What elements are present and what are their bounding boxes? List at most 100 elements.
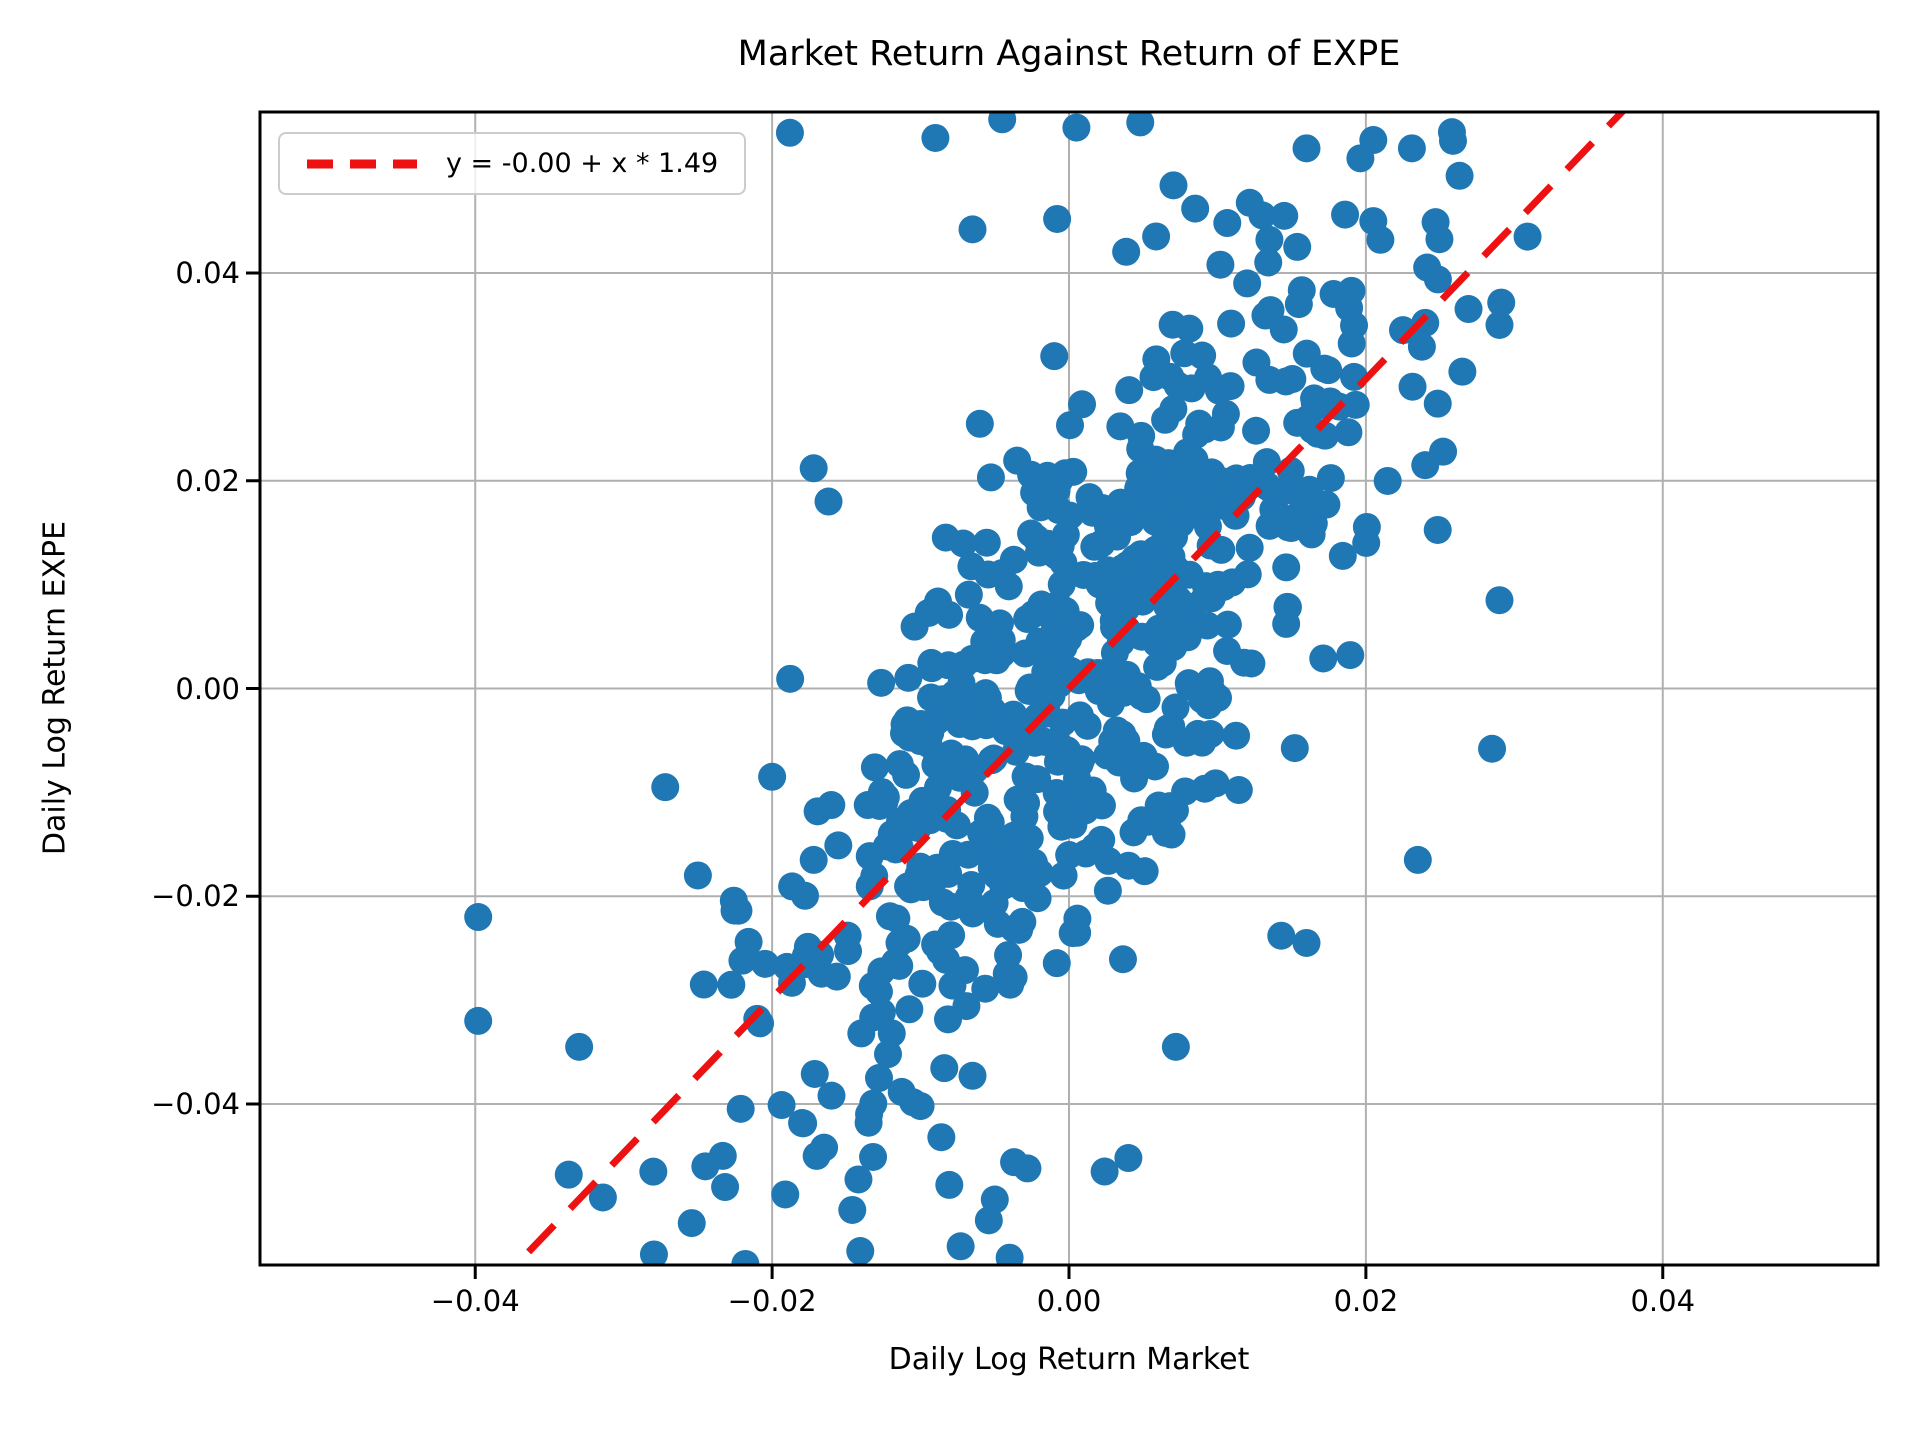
scatter-point [908,969,937,998]
scatter-point [980,1185,1009,1214]
scatter-point [1158,461,1187,490]
scatter-point [890,710,919,739]
scatter-point [1139,363,1168,392]
scatter-point [711,1173,740,1202]
scatter-point [734,927,763,956]
scatter-point [1213,209,1242,238]
scatter-point [946,1232,975,1261]
y-tick-label: 0.04 [175,256,240,290]
scatter-point [1049,548,1078,577]
scatter-point [1270,201,1299,230]
scatter-point [1126,434,1155,463]
scatter-point [999,545,1028,574]
scatter-point [940,679,969,708]
scatter-point [847,1019,876,1048]
regression-line [511,112,1627,1265]
scatter-point [1194,485,1223,514]
scatter-point [1198,678,1227,707]
scatter-point [1043,204,1072,233]
scatter-point [1255,225,1284,254]
scatter-point [1163,371,1192,400]
scatter-point [965,409,994,438]
scatter-point [1120,764,1149,793]
scatter-point [1093,741,1122,770]
scatter-point [1437,118,1466,147]
scatter-point [1066,611,1095,640]
scatter-point [925,937,954,966]
scatter-point [1242,348,1271,377]
scatter-point [799,454,828,483]
scatter-point [1340,311,1369,340]
scatter-point [1286,77,1314,105]
scatter-point [954,883,983,912]
scatter-point [799,845,828,874]
x-tick-label: −0.04 [430,1284,520,1318]
scatter-point [935,1170,964,1199]
scatter-point [731,1249,760,1265]
scatter-point [1003,446,1032,475]
scatter-point [971,646,1000,675]
scatter-point [923,773,952,802]
scatter-point [1216,372,1245,401]
scatter-point [1235,533,1264,562]
scatter-point [1144,791,1173,820]
scatter-point [464,903,493,932]
scatter-point [838,1195,867,1224]
scatter-point [1278,365,1307,394]
scatter-point [977,746,1006,775]
scatter-point [1222,721,1251,750]
scatter-point [1151,405,1180,434]
scatter-point [1280,734,1309,763]
scatter-point [938,971,967,1000]
scatter-point [1047,570,1076,599]
plot-area [246,110,1880,1279]
scatter-point [892,924,921,953]
scatter-point [1011,762,1040,791]
scatter-point [1056,411,1085,440]
scatter-point [1207,535,1236,564]
scatter-point [1206,250,1235,279]
scatter-point [1062,113,1091,142]
scatter-point [974,560,1003,589]
scatter-point [976,463,1005,492]
scatter-point [918,868,947,897]
scatter-point [1513,222,1542,251]
scatter-point [1242,416,1271,445]
scatter-point [960,778,989,807]
scatter-point [1087,529,1116,558]
scatter-point [927,1123,956,1152]
scatter-point [771,1180,800,1209]
scatter-point [639,1240,668,1265]
scatter-point [860,753,889,782]
scatter-point [958,215,987,244]
scatter-point [1100,638,1129,667]
scatter-point [751,949,780,978]
scatter-point [1256,296,1285,325]
scatter-point [1075,483,1104,512]
scatter-point [1151,818,1180,847]
scatter-point [1043,797,1072,826]
scatter-point [1106,412,1135,441]
scatter-point [1172,728,1201,757]
scatter-point [995,1243,1024,1265]
scatter-point [885,750,914,779]
scatter-point [1485,586,1514,615]
scatter-point [972,528,1001,557]
scatter-point [1087,791,1116,820]
scatter-point [776,664,805,693]
scatter-point [708,1141,737,1170]
scatter-point [1217,309,1246,338]
scatter-point [1316,464,1345,493]
scatter-point [877,1019,906,1048]
y-tick-label: 0.00 [175,671,240,706]
scatter-point [724,896,753,925]
scatter-point [800,1059,829,1088]
scatter-point [874,1040,903,1069]
scatter-point [983,909,1012,938]
scatter-point [1398,372,1427,401]
scatter-point [1267,921,1296,950]
scatter-point [867,998,896,1027]
scatter-point [846,1237,875,1265]
scatter-point [971,974,1000,1003]
scatter-point [1283,408,1312,437]
